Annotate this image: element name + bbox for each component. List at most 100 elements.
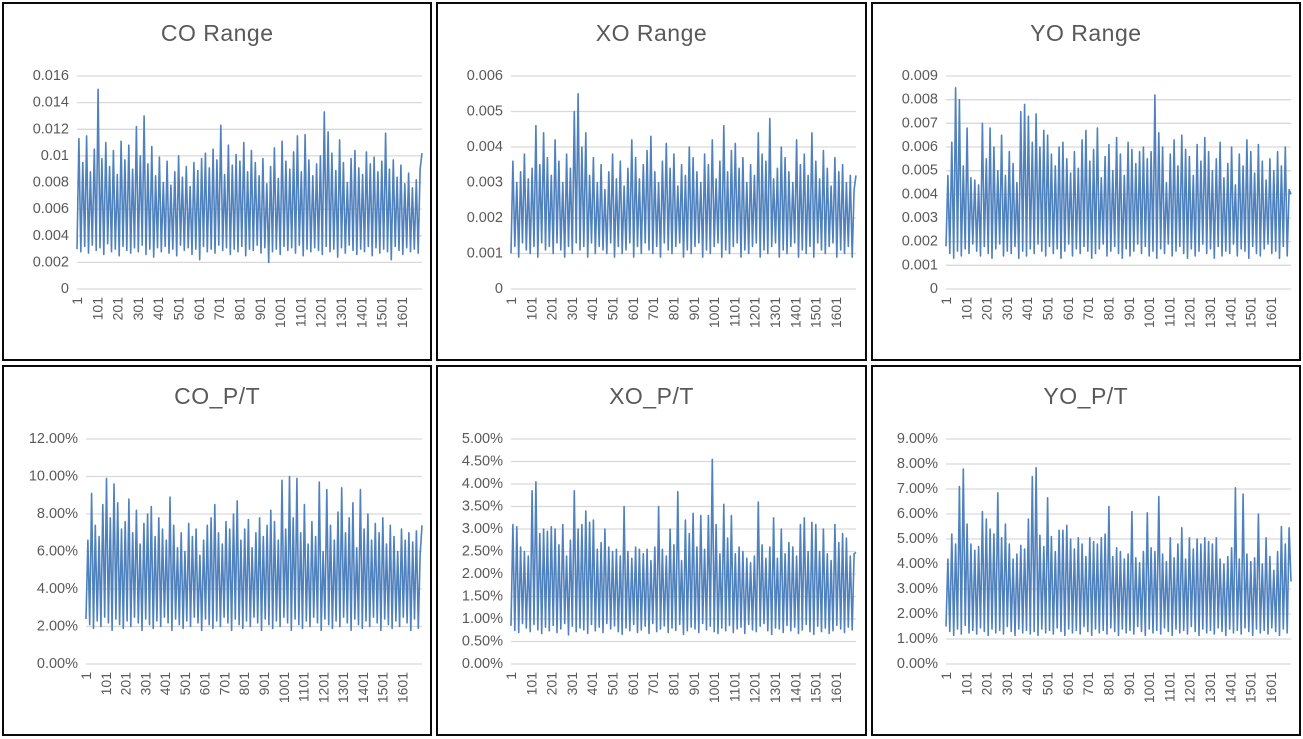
y-tick-label: 0.001 <box>901 257 937 273</box>
y-tick-label: 0.014 <box>33 95 69 111</box>
x-tick-label: 1 <box>69 297 85 305</box>
x-tick-label: 501 <box>605 672 621 696</box>
y-tick-label: 3.00% <box>897 581 938 597</box>
chart-plot: 9.00% 8.00% 7.00% 6.00% 5.00% 4.00% 3.00% 2.00%… <box>897 431 1292 703</box>
x-tick-label: 201 <box>544 672 560 696</box>
x-tick-label: 1 <box>938 297 954 305</box>
y-tick-label: 0.004 <box>33 228 69 244</box>
x-tick-label: 401 <box>157 672 173 696</box>
x-tick-label: 1101 <box>1161 672 1177 702</box>
chart-plot: 12.00%10.00%8.00%6.00%4.00%2.00%0.00%1 10… <box>29 431 423 703</box>
x-tick-label: 1001 <box>276 672 292 703</box>
y-tick-label: 0.00% <box>462 656 503 672</box>
x-tick-label: 801 <box>236 672 252 696</box>
x-tick-label: 1101 <box>727 672 743 702</box>
x-tick-label: 1001 <box>706 297 722 328</box>
x-tick-label: 401 <box>585 672 601 696</box>
y-tick-label: 0.007 <box>901 115 937 131</box>
series-line <box>85 475 423 632</box>
series-line <box>944 466 1292 637</box>
y-tick-label: 2.00% <box>897 606 938 622</box>
x-tick-label: 1301 <box>767 672 783 703</box>
x-tick-label: 1501 <box>808 672 824 703</box>
x-tick-label: 301 <box>999 672 1015 696</box>
x-tick-label: 101 <box>89 297 105 321</box>
y-tick-label: 0.009 <box>901 68 937 84</box>
chart-canvas: 5.00% 4.50% 4.00% 3.50% 3.00% 2.50% 2.00% 1.50%… <box>438 415 864 734</box>
x-tick-label: 1301 <box>1202 672 1218 703</box>
y-tick-label: 6.00% <box>897 506 938 522</box>
x-tick-label: 601 <box>625 672 641 696</box>
x-tick-label: 901 <box>256 672 272 696</box>
x-tick-label: 501 <box>605 297 621 321</box>
x-tick-label: 1 <box>503 672 519 680</box>
x-tick-label: 601 <box>625 297 641 321</box>
chart-canvas: 12.00% 10.00% 8.00% 6.00% 4.00% 2.00% 0.00% 1 10… <box>4 415 430 734</box>
y-tick-label: 8.00% <box>37 506 78 522</box>
x-tick-label: 1101 <box>292 297 308 327</box>
x-tick-label: 701 <box>1080 672 1096 696</box>
x-tick-label: 701 <box>1080 297 1096 321</box>
y-tick-label: 3.00% <box>462 521 503 537</box>
chart-title: CO Range <box>160 20 274 46</box>
x-tick-label: 101 <box>98 672 114 696</box>
x-tick-label: 201 <box>978 297 994 321</box>
y-tick-label: 0.002 <box>467 210 503 226</box>
x-tick-label: 1501 <box>374 297 390 328</box>
y-tick-label: 0.004 <box>467 139 503 155</box>
y-tick-label: 6.00% <box>37 544 78 560</box>
x-tick-label: 901 <box>686 297 702 321</box>
x-tick-label: 1101 <box>296 672 312 702</box>
y-tick-label: 0.005 <box>467 104 503 120</box>
x-tick-label: 401 <box>1019 672 1035 696</box>
x-tick-label: 1501 <box>375 672 391 703</box>
chart-panel-yo-pt: YO_P/T 9.00% 8.00% 7.00% 6.00% 5.00% 4.00% 3.0… <box>870 365 1301 736</box>
y-tick-label: 1.00% <box>462 611 503 627</box>
y-tick-label: 0.00% <box>37 656 78 672</box>
y-tick-label: 0.002 <box>33 254 69 270</box>
y-tick-label: 5.00% <box>462 431 503 447</box>
x-tick-label: 1301 <box>1202 297 1218 328</box>
x-tick-label: 1001 <box>272 297 288 328</box>
y-tick-label: 4.00% <box>897 556 938 572</box>
x-tick-label: 1601 <box>828 672 844 703</box>
y-tick-label: 0 <box>495 281 503 297</box>
x-tick-label: 1 <box>78 672 94 680</box>
x-tick-label: 1201 <box>747 672 763 703</box>
y-tick-label: 3.50% <box>462 499 503 515</box>
x-tick-label: 1101 <box>1161 297 1177 327</box>
y-tick-label: 1.50% <box>462 589 503 605</box>
x-tick-label: 1401 <box>788 672 804 703</box>
y-tick-label: 0 <box>930 281 938 297</box>
y-tick-label: 0.008 <box>33 175 69 191</box>
chart-plot: 0.016 0.014 0.012 0.01 0.008 0.006 0.004 0.002 0… <box>33 68 423 328</box>
x-tick-label: 1201 <box>1181 672 1197 703</box>
x-tick-label: 101 <box>958 297 974 321</box>
y-tick-label: 0.01 <box>41 148 69 164</box>
y-tick-label: 9.00% <box>897 431 938 447</box>
x-tick-label: 1601 <box>1263 672 1279 703</box>
y-tick-label: 1.00% <box>897 631 938 647</box>
chart-title: XO Range <box>595 20 708 46</box>
y-tick-label: 12.00% <box>29 431 78 447</box>
x-tick-label: 401 <box>1019 297 1035 321</box>
chart-title: YO_P/T <box>1043 383 1129 409</box>
x-tick-label: 701 <box>211 297 227 321</box>
series-line <box>76 88 423 264</box>
y-tick-label: 2.00% <box>37 619 78 635</box>
x-tick-label: 701 <box>216 672 232 696</box>
x-tick-label: 701 <box>645 297 661 321</box>
x-tick-label: 801 <box>666 672 682 696</box>
chart-title: YO Range <box>1030 20 1142 46</box>
chart-panel-yo-range: YO Range 0.009 0.008 0.007 0.006 0.005 0.004 0… <box>870 2 1301 361</box>
y-tick-label: 4.00% <box>37 581 78 597</box>
chart-panel-xo-pt: XO_P/T 5.00% 4.50% 4.00% 3.50% 3.00% 2.50% 2.0… <box>436 365 867 736</box>
x-tick-label: 101 <box>524 297 540 321</box>
x-tick-label: 601 <box>1059 672 1075 696</box>
x-tick-label: 801 <box>666 297 682 321</box>
chart-panel-co-range: CO Range 0.016 0.014 0.012 0.01 0.008 0.006 0.… <box>2 2 433 361</box>
x-tick-label: 201 <box>110 297 126 321</box>
x-tick-label: 1201 <box>1181 297 1197 328</box>
x-tick-label: 201 <box>118 672 134 696</box>
